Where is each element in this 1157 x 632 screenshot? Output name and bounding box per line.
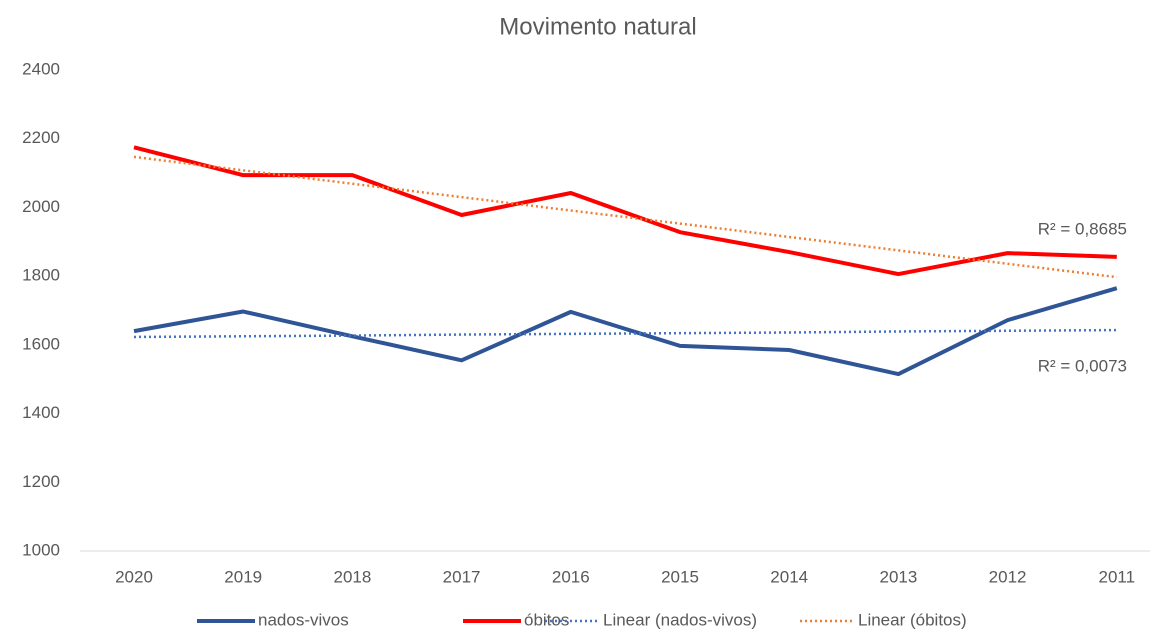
y-tick-label: 1800: [22, 266, 60, 285]
x-tick-label: 2015: [661, 567, 699, 586]
series-line: [133, 286, 1118, 377]
y-tick-label: 1200: [22, 472, 60, 491]
legend-label: Linear (óbitos): [858, 610, 967, 629]
annotation: R² = 0,0073: [1038, 356, 1127, 375]
y-tick-label: 1600: [22, 334, 60, 353]
x-tick-label: 2018: [333, 567, 371, 586]
x-tick-label: 2011: [1099, 567, 1136, 586]
x-tick-label: 2016: [552, 567, 590, 586]
y-tick-label: 2000: [22, 197, 60, 216]
y-tick-label: 1000: [22, 540, 60, 559]
y-tick-label: 2400: [22, 59, 60, 78]
series-line: [133, 155, 1117, 279]
x-tick-label: 2019: [224, 567, 262, 586]
x-tick-label: 2020: [115, 567, 153, 586]
legend-label: Linear (nados-vivos): [603, 610, 757, 629]
chart-title: Movimento natural: [499, 13, 696, 40]
series-line: [133, 145, 1117, 277]
series-line: [133, 328, 1117, 339]
y-tick-label: 2200: [22, 128, 60, 147]
x-tick-label: 2017: [443, 567, 481, 586]
x-tick-label: 2012: [989, 567, 1027, 586]
legend-label: nados-vivos: [258, 610, 349, 629]
x-tick-label: 2013: [879, 567, 917, 586]
x-tick-label: 2014: [770, 567, 808, 586]
y-tick-label: 1400: [22, 403, 60, 422]
annotation: R² = 0,8685: [1038, 219, 1127, 238]
